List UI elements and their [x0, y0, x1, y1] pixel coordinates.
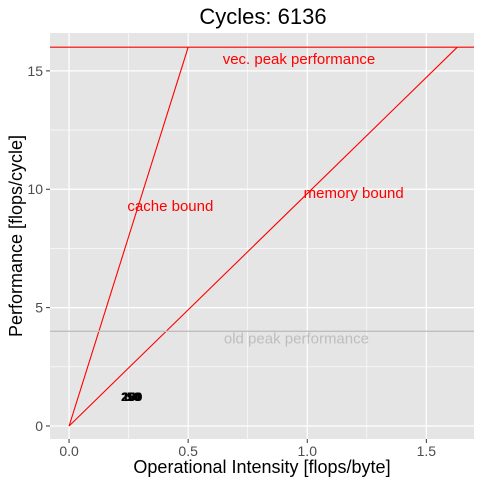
point-label: 50 — [127, 390, 141, 404]
point-label: 100 — [122, 390, 142, 404]
x-tick-label: 1.5 — [417, 443, 437, 459]
x-tick-label: 0.5 — [178, 443, 198, 459]
annotations: vec. peak performance cache bound memory b… — [127, 51, 403, 347]
point-label: 150 — [122, 390, 142, 404]
y-tick-label: 10 — [27, 181, 43, 197]
point-label: 200 — [121, 390, 141, 404]
point-label: 250 — [121, 390, 141, 404]
grid-major — [50, 33, 474, 439]
series-line — [68, 47, 189, 427]
y-tick-label: 0 — [35, 418, 43, 434]
roofline-lines — [50, 46, 474, 427]
annotation-label: old peak performance — [224, 330, 369, 347]
x-axis-label: Operational Intensity [flops/byte] — [133, 457, 390, 477]
annotation-label: memory bound — [304, 185, 404, 202]
y-tick-label: 5 — [35, 300, 43, 316]
annotation-label: vec. peak performance — [223, 51, 376, 68]
y-axis-label: Performance [flops/cycle] — [6, 135, 26, 337]
series-line — [68, 46, 458, 427]
y-axis-ticks: 0 5 10 15 — [27, 63, 50, 434]
x-tick-label: 1.0 — [298, 443, 318, 459]
annotation-label: cache bound — [127, 198, 213, 215]
x-axis-ticks: 0.0 0.5 1.0 1.5 — [59, 439, 436, 459]
plot-panel — [50, 33, 474, 439]
chart-title: Cycles: 6136 — [199, 4, 326, 29]
grid-minor — [50, 33, 474, 439]
y-tick-label: 15 — [27, 63, 43, 79]
x-tick-label: 0.0 — [59, 443, 79, 459]
